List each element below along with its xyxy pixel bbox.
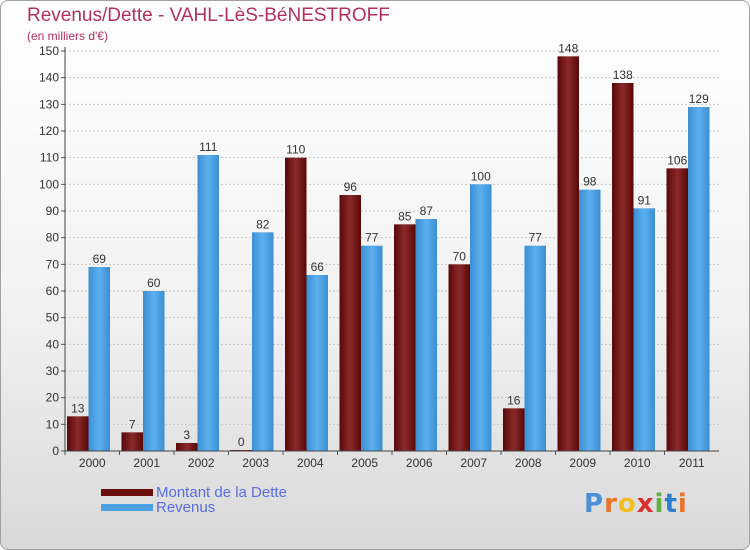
- data-label: 0: [238, 435, 245, 449]
- bar-dette: [612, 83, 634, 451]
- y-tick-label: 100: [39, 177, 59, 191]
- data-label: 66: [311, 260, 325, 274]
- data-label: 148: [558, 41, 578, 55]
- bar-revenus: [470, 184, 492, 452]
- y-tick-label: 60: [46, 284, 60, 298]
- bar-dette: [666, 168, 688, 452]
- y-tick-label: 90: [46, 204, 60, 218]
- logo-letter: i: [654, 489, 665, 519]
- logo-letter: x: [636, 489, 655, 519]
- x-tick-label: 2002: [188, 456, 215, 470]
- y-tick-label: 130: [39, 97, 59, 111]
- x-tick-label: 2007: [460, 456, 487, 470]
- chart-subtitle: (en milliers d'€): [27, 29, 108, 43]
- data-label: 129: [689, 92, 709, 106]
- bars: [67, 56, 710, 452]
- data-label: 96: [344, 180, 358, 194]
- data-label: 110: [286, 143, 305, 157]
- bar-revenus: [579, 189, 601, 451]
- bar-dette: [67, 416, 89, 451]
- x-tick-label: 2004: [297, 456, 324, 470]
- axes: [64, 47, 719, 452]
- bar-revenus: [252, 232, 274, 451]
- data-label: 138: [613, 68, 633, 82]
- proxiti-logo: Proxiti: [584, 489, 688, 519]
- x-tick-label: 2000: [79, 456, 106, 470]
- x-tick-label: 2009: [569, 456, 596, 470]
- data-label: 106: [667, 153, 687, 167]
- bar-revenus: [361, 245, 383, 451]
- data-label: 111: [199, 140, 218, 154]
- y-axis-ticks: 0 10 20 30 40 50 60 70 80 90 100 110 120 130 140 150: [39, 44, 65, 458]
- data-label: 87: [420, 204, 434, 218]
- y-tick-label: 110: [40, 151, 59, 165]
- logo-letter: t: [664, 489, 678, 519]
- data-label: 16: [507, 393, 521, 407]
- legend-swatch-dette: [101, 489, 153, 496]
- x-tick-label: 2001: [133, 456, 160, 470]
- bar-dette: [339, 195, 361, 451]
- data-label: 77: [529, 231, 543, 245]
- data-label: 69: [93, 252, 107, 266]
- bar-dette: [503, 408, 525, 451]
- y-tick-label: 120: [39, 124, 59, 138]
- data-labels: 13 7 3 0 110 96 85 70 16 148 138 106 69 60 111 82 66 77 87…: [71, 41, 709, 449]
- y-tick-label: 40: [46, 337, 60, 351]
- x-tick-label: 2006: [406, 456, 433, 470]
- legend-label-dette: Montant de la Dette: [156, 484, 287, 501]
- bar-revenus: [524, 245, 546, 451]
- bar-revenus: [88, 267, 110, 451]
- y-tick-label: 150: [39, 44, 59, 58]
- logo-letter: i: [677, 489, 688, 519]
- x-tick-label: 2005: [351, 456, 378, 470]
- y-tick-label: 140: [39, 71, 59, 85]
- chart-title: Revenus/Dette - VAHL-LèS-BéNESTROFF: [27, 5, 390, 26]
- logo-letter: P: [584, 489, 605, 519]
- x-tick-label: 2011: [679, 456, 705, 470]
- data-label: 13: [71, 401, 85, 415]
- data-label: 3: [183, 428, 190, 442]
- data-label: 7: [129, 417, 136, 431]
- bar-dette: [285, 157, 307, 451]
- data-label: 77: [365, 231, 379, 245]
- logo-letter: o: [617, 489, 637, 519]
- bar-revenus: [306, 275, 328, 451]
- x-tick-label: 2010: [624, 456, 651, 470]
- y-tick-label: 30: [46, 364, 60, 378]
- x-tick-label: 2003: [242, 456, 269, 470]
- y-tick-label: 50: [46, 311, 60, 325]
- bar-revenus: [143, 291, 165, 451]
- bar-revenus: [688, 107, 710, 451]
- data-label: 70: [453, 249, 467, 263]
- y-tick-label: 20: [46, 391, 60, 405]
- logo-letter: r: [604, 489, 618, 519]
- bar-dette: [557, 56, 579, 451]
- bar-dette: [176, 443, 198, 451]
- legend-swatch-revenus: [101, 504, 153, 511]
- bar-revenus: [415, 219, 437, 451]
- y-tick-label: 10: [46, 417, 60, 431]
- grid-lines: [65, 50, 719, 452]
- x-tick-label: 2008: [515, 456, 542, 470]
- y-tick-label: 80: [46, 231, 60, 245]
- bar-revenus: [633, 208, 655, 451]
- legend-label-revenus: Revenus: [156, 499, 216, 516]
- data-label: 85: [398, 209, 412, 223]
- data-label: 100: [471, 169, 491, 183]
- bar-dette: [448, 264, 470, 451]
- x-axis-ticks: 2000 2001 2002 2003 2004 2005 2006 2007 2008 2009…: [64, 451, 705, 470]
- bar-dette: [121, 432, 143, 451]
- data-label: 82: [256, 217, 270, 231]
- data-label: 60: [147, 276, 161, 290]
- data-label: 91: [638, 193, 652, 207]
- data-label: 98: [583, 175, 597, 189]
- bar-revenus: [197, 155, 219, 451]
- bar-dette: [394, 224, 416, 451]
- y-tick-label: 70: [46, 257, 60, 271]
- y-tick-label: 0: [52, 444, 59, 458]
